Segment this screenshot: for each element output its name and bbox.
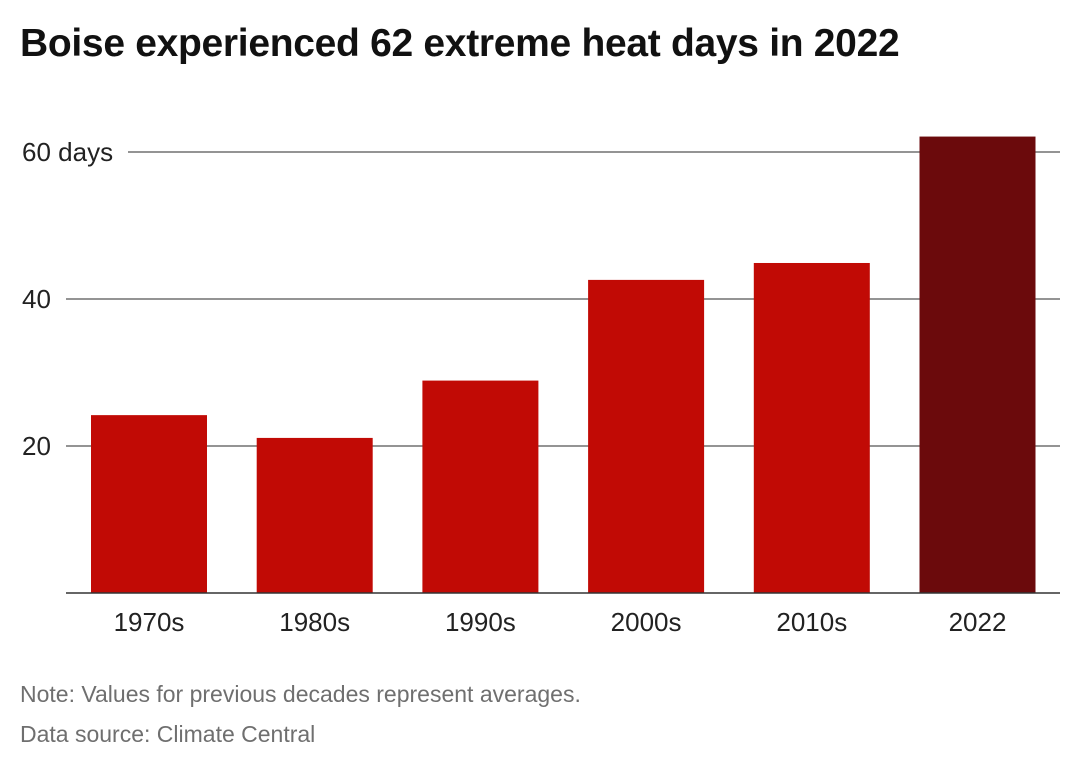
bar-1990s (422, 380, 539, 593)
bars (91, 136, 1036, 593)
bar-1970s (91, 415, 207, 593)
data-source: Data source: Climate Central (20, 721, 316, 747)
x-tick-label: 2010s (776, 607, 847, 637)
x-axis-ticks: 1970s 1980s 1990s 2000s 2010s 2022 (114, 607, 1007, 637)
x-tick-label: 1980s (279, 607, 350, 637)
x-tick-label: 2022 (949, 607, 1007, 637)
y-tick-label: 40 (22, 284, 51, 314)
bar-2000s (588, 279, 705, 593)
footnote: Note: Values for previous decades repres… (20, 681, 581, 707)
x-tick-label: 2000s (611, 607, 682, 637)
x-tick-label: 1970s (114, 607, 185, 637)
bar-2010s (753, 262, 870, 593)
y-tick-label: 60 days (22, 137, 113, 167)
y-axis-ticks: 20 40 60 days (22, 137, 113, 461)
chart-title: Boise experienced 62 extreme heat days i… (20, 22, 900, 65)
y-tick-label: 20 (22, 431, 51, 461)
bar-2022 (919, 136, 1036, 593)
gridlines (66, 151, 1060, 447)
x-tick-label: 1990s (445, 607, 516, 637)
bar-1980s (256, 437, 373, 593)
